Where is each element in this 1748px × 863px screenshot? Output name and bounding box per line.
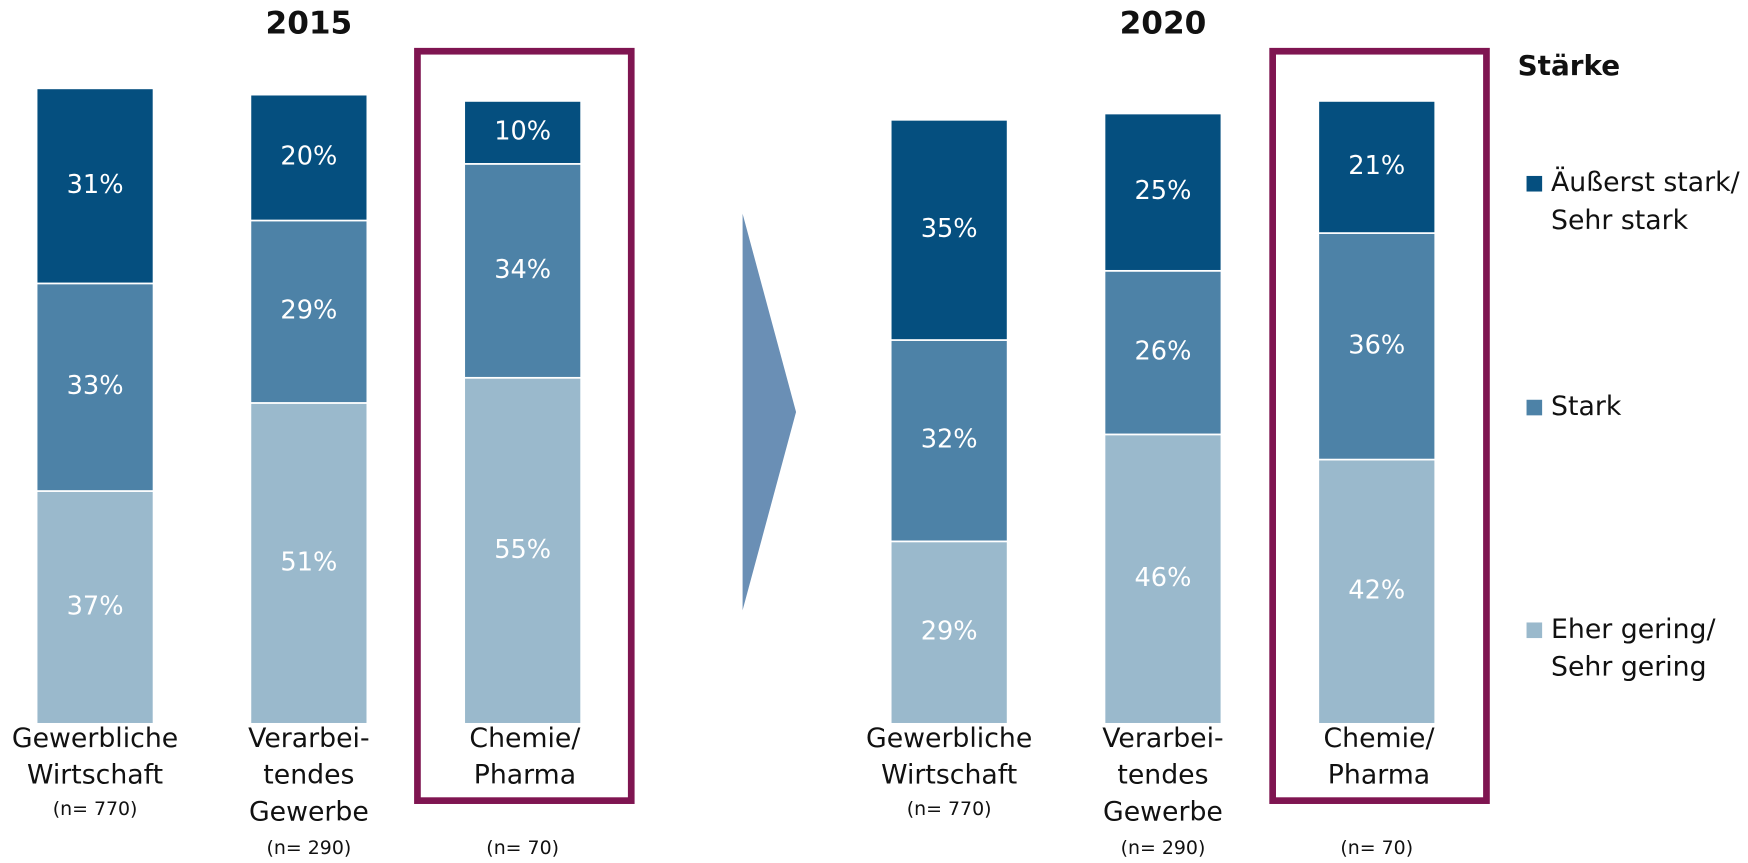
sample-size: (n= 770) [907, 798, 992, 820]
sample-size: (n= 70) [1340, 837, 1413, 859]
legend-label: Eher gering/ [1551, 614, 1715, 645]
legend-label: Sehr stark [1551, 205, 1689, 236]
highlight-box [1269, 47, 1490, 804]
value-label: 32% [921, 425, 978, 455]
bar-segment [463, 100, 582, 165]
bar-segment [249, 402, 369, 725]
bar-segment [889, 118, 1009, 341]
value-label: 31% [67, 170, 124, 200]
value-label: 37% [67, 591, 124, 621]
x-tick-label: Wirtschaft [27, 760, 163, 791]
value-label: 29% [921, 617, 978, 647]
value-label: 29% [280, 296, 337, 326]
value-label: 20% [280, 142, 337, 172]
x-tick-label: Verarbei- [248, 723, 369, 754]
value-label: 35% [921, 214, 978, 244]
bar-segment [1103, 112, 1223, 272]
bar-segment [1103, 433, 1223, 725]
chart-title: 2020 [1120, 5, 1207, 41]
legend-swatch [1526, 622, 1543, 639]
bar-segment [1317, 458, 1437, 725]
value-label: 51% [280, 547, 337, 577]
value-label: 36% [1348, 330, 1405, 360]
sample-size: (n= 290) [1121, 837, 1206, 859]
value-label: 25% [1135, 176, 1192, 206]
legend-label: Sehr gering [1551, 652, 1707, 683]
chart-title: 2015 [266, 5, 353, 41]
x-tick-label: Wirtschaft [881, 760, 1017, 791]
highlight-box [414, 47, 635, 804]
x-tick-label: tendes [263, 760, 354, 791]
bar-segment [1103, 269, 1223, 436]
legend-label: Äußerst stark/ [1551, 166, 1740, 198]
legend-swatch [1526, 399, 1543, 416]
x-tick-label: Gewerbe [249, 796, 369, 827]
value-label: 46% [1135, 563, 1192, 593]
value-label: 33% [67, 371, 124, 401]
x-tick-label: Pharma [1328, 760, 1430, 791]
value-label: 55% [494, 535, 551, 565]
x-tick-label: tendes [1117, 760, 1208, 791]
x-tick-label: Chemie/ [469, 723, 580, 754]
sample-size: (n= 770) [53, 798, 138, 820]
bar-segment [463, 376, 582, 725]
value-label: 34% [494, 255, 551, 285]
legend-swatch [1526, 175, 1543, 192]
bar-segment [249, 93, 369, 222]
x-tick-label: Gewerbliche [866, 723, 1032, 754]
bar-segment [35, 87, 155, 285]
legend-label: Stark [1551, 391, 1622, 422]
bar-segment [249, 219, 369, 404]
sample-size: (n= 290) [266, 837, 351, 859]
x-tick-label: Verarbei- [1102, 723, 1223, 754]
x-tick-label: Chemie/ [1324, 723, 1435, 754]
x-tick-label: Pharma [474, 760, 576, 791]
bar-segment [1317, 100, 1437, 234]
bar-segment [35, 490, 155, 725]
x-tick-label: Gewerbliche [12, 723, 178, 754]
bar-segment [1317, 232, 1437, 461]
value-label: 21% [1348, 151, 1405, 181]
bar-segment [889, 339, 1009, 543]
arrow [742, 213, 797, 611]
value-label: 42% [1348, 576, 1405, 606]
value-label: 10% [494, 116, 551, 146]
bar-segment [35, 282, 155, 492]
bar-segment [889, 540, 1009, 725]
value-label: 26% [1135, 337, 1192, 367]
sample-size: (n= 70) [486, 837, 559, 859]
legend-title: Stärke [1518, 49, 1620, 82]
bar-segment [463, 163, 582, 379]
x-tick-label: Gewerbe [1103, 796, 1223, 827]
